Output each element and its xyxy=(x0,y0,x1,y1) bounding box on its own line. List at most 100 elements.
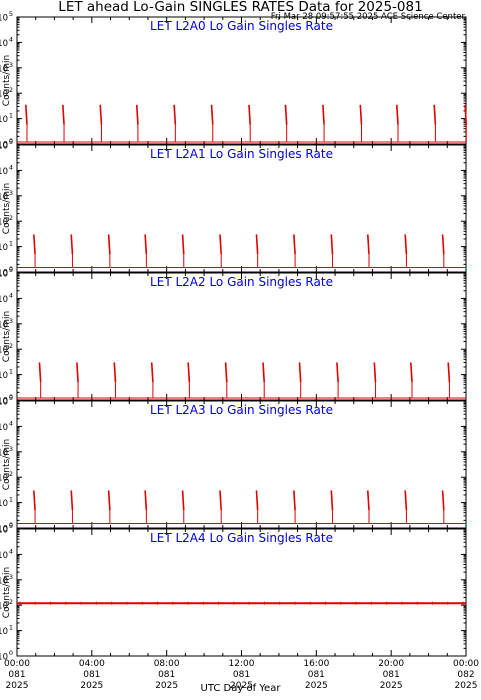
x-axis-label: UTC Day of Year xyxy=(200,683,281,694)
y-tick-label: 10 xyxy=(0,39,8,49)
y-tick-exponent: 4 xyxy=(9,419,13,427)
x-tick-label: 2025 xyxy=(305,681,328,691)
y-tick-label: 10 xyxy=(0,653,8,663)
y-tick-exponent: 0 xyxy=(9,521,13,529)
y-tick-label: 10 xyxy=(0,602,8,612)
data-spike xyxy=(359,104,363,125)
y-tick-label: 10 xyxy=(0,346,8,356)
y-tick-label: 10 xyxy=(0,423,8,433)
data-spike xyxy=(373,362,377,383)
x-tick-label: 2025 xyxy=(6,681,29,691)
y-tick-exponent: 2 xyxy=(9,86,13,94)
y-axis-label: Counts/min xyxy=(2,439,12,490)
data-spike xyxy=(33,234,36,255)
data-spike xyxy=(395,104,399,125)
data-spike xyxy=(99,104,103,125)
y-tick-exponent: 2 xyxy=(9,342,13,350)
x-tick-label: 16:00 xyxy=(303,659,329,669)
y-tick-label: 10 xyxy=(0,526,8,536)
data-spike xyxy=(404,490,408,511)
panel-title: LET L2A2 Lo Gain Singles Rate xyxy=(150,275,333,289)
data-spike xyxy=(447,362,451,383)
data-spike xyxy=(410,362,413,383)
data-spike xyxy=(262,362,266,383)
x-tick-label: 081 xyxy=(8,670,25,680)
x-tick-label: 081 xyxy=(158,670,175,680)
data-spike xyxy=(366,490,370,511)
x-tick-label: 081 xyxy=(83,670,100,680)
data-spike xyxy=(107,490,111,511)
y-tick-label: 10 xyxy=(0,141,8,151)
data-spike xyxy=(255,234,259,255)
panel-frame xyxy=(16,16,467,145)
data-spike xyxy=(219,234,222,255)
y-tick-label: 10 xyxy=(0,218,8,228)
y-tick-label: 10 xyxy=(0,525,8,535)
y-tick-exponent: 3 xyxy=(9,189,13,197)
x-tick-label: 082 xyxy=(457,670,474,680)
y-tick-label: 10 xyxy=(0,270,8,280)
y-tick-label: 10 xyxy=(0,64,8,74)
y-tick-label: 10 xyxy=(0,499,8,509)
data-spike xyxy=(219,490,222,511)
y-tick-label: 10 xyxy=(0,243,8,253)
x-tick-label: 12:00 xyxy=(229,659,255,669)
data-spike xyxy=(441,234,445,255)
y-tick-exponent: 1 xyxy=(9,496,13,504)
x-tick-label: 081 xyxy=(383,670,400,680)
y-axis-label: Counts/min xyxy=(2,183,12,234)
y-tick-exponent: 2 xyxy=(9,598,13,606)
y-tick-label: 10 xyxy=(0,576,8,586)
y-tick-label: 10 xyxy=(0,142,8,152)
y-tick-exponent: 4 xyxy=(9,291,13,299)
panel-frame xyxy=(16,144,467,273)
data-spike xyxy=(293,490,296,511)
y-tick-exponent: 0 xyxy=(9,393,13,401)
data-spike xyxy=(173,104,177,125)
y-tick-exponent: 0 xyxy=(9,649,13,657)
x-tick-label: 20:00 xyxy=(378,659,404,669)
panel-title: LET L2A4 Lo Gain Singles Rate xyxy=(150,531,333,545)
data-spike xyxy=(330,234,334,255)
x-tick-label: 081 xyxy=(308,670,325,680)
x-tick-label: 2025 xyxy=(155,681,178,691)
data-spike xyxy=(187,362,191,383)
data-spike xyxy=(76,362,79,383)
x-tick-label: 08:00 xyxy=(154,659,180,669)
y-tick-exponent: 5 xyxy=(9,138,13,146)
data-spike xyxy=(181,234,185,255)
y-tick-exponent: 4 xyxy=(9,547,13,555)
y-tick-label: 10 xyxy=(0,167,8,177)
data-spike xyxy=(135,104,139,125)
y-tick-label: 10 xyxy=(0,295,8,305)
data-spike xyxy=(210,104,214,125)
x-tick-label: 2025 xyxy=(455,681,478,691)
data-spike xyxy=(70,234,74,255)
y-tick-label: 10 xyxy=(0,14,8,24)
data-spike xyxy=(255,490,259,511)
data-spike xyxy=(62,104,65,125)
data-spike xyxy=(70,490,74,511)
data-spike xyxy=(298,362,302,383)
x-tick-label: 081 xyxy=(233,670,250,680)
x-tick-label: 2025 xyxy=(80,681,103,691)
data-spike xyxy=(113,362,117,383)
y-tick-label: 10 xyxy=(0,320,8,330)
data-spike xyxy=(38,362,42,383)
data-spike xyxy=(464,104,468,125)
y-tick-exponent: 2 xyxy=(9,214,13,222)
panel-title: LET L2A3 Lo Gain Singles Rate xyxy=(150,403,333,417)
y-tick-label: 10 xyxy=(0,192,8,202)
data-spike xyxy=(33,490,36,511)
data-spike xyxy=(433,104,437,125)
data-spike xyxy=(150,362,154,383)
data-spike xyxy=(284,104,288,125)
y-tick-exponent: 2 xyxy=(9,470,13,478)
data-spike xyxy=(330,490,334,511)
data-spike xyxy=(144,234,148,255)
y-axis-label: Counts/min xyxy=(2,55,12,106)
chart-title: LET ahead Lo-Gain SINGLES RATES Data for… xyxy=(58,0,423,15)
x-tick-label: 00:00 xyxy=(4,659,30,669)
y-tick-label: 10 xyxy=(0,371,8,381)
